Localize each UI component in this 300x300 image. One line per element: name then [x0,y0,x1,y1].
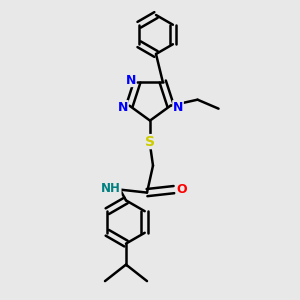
Text: S: S [145,135,155,148]
Text: O: O [176,183,187,196]
Text: N: N [125,74,136,86]
Text: NH: NH [101,182,121,195]
Text: N: N [173,101,183,114]
Text: N: N [118,101,128,114]
